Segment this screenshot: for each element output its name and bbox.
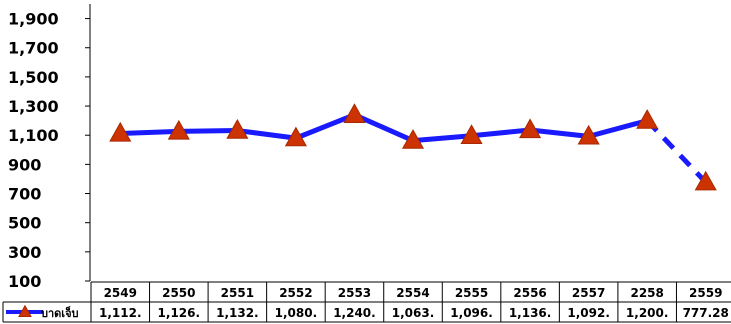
y-tick-label: 1,500: [8, 68, 59, 87]
y-tick-label: 1,100: [8, 126, 59, 145]
x-category-label: 2557: [572, 286, 605, 300]
x-category-label: 2258: [630, 286, 663, 300]
data-value-label: 777.28: [683, 306, 729, 320]
data-point-marker: [284, 126, 307, 147]
data-value-label: 1,132.: [216, 306, 259, 320]
y-tick-label: 1,900: [8, 10, 59, 29]
data-value-label: 1,063.: [392, 306, 435, 320]
data-point-marker: [460, 124, 483, 144]
data-value-label: 1,126.: [158, 306, 201, 320]
x-category-label: 2551: [221, 286, 254, 300]
data-table: 2549 2550 2551 2552 2553 2554 2555 2556 2557 2258…: [2, 281, 731, 323]
x-category-label: 2552: [279, 286, 312, 300]
data-value-label: 1,096.: [450, 306, 493, 320]
x-category-label: 2553: [338, 286, 371, 300]
data-value-label: 1,240.: [333, 306, 376, 320]
y-tick-label: 1,300: [8, 97, 59, 116]
series-line-dashed-segment: [645, 118, 708, 184]
y-tick-label: 100: [8, 272, 41, 291]
data-point-marker: [226, 118, 249, 139]
legend-series-name: บาดเจ็บ: [41, 306, 79, 320]
data-point-marker: [577, 124, 600, 145]
data-point-marker: [109, 121, 132, 142]
x-category-label: 2554: [396, 286, 429, 300]
x-category-label: 2556: [513, 286, 546, 300]
data-value-label: 1,092.: [567, 306, 610, 320]
x-category-label: 2549: [104, 286, 137, 300]
data-value-label: 1,136.: [509, 306, 552, 320]
plot-area: [109, 103, 717, 191]
data-point-marker: [343, 103, 366, 123]
y-tick-label: 500: [8, 214, 41, 233]
data-point-marker: [167, 119, 190, 140]
legend-marker-swatch: [18, 304, 32, 317]
y-tick-label: 700: [8, 185, 41, 204]
data-point-marker: [519, 118, 542, 139]
data-point-marker: [694, 170, 717, 191]
x-category-label: 2550: [162, 286, 195, 300]
x-category-label: 2555: [455, 286, 488, 300]
data-point-marker: [401, 129, 425, 149]
series-line: [117, 112, 650, 144]
y-tick-label: 300: [8, 243, 41, 262]
data-point-marker: [636, 109, 659, 129]
data-value-label: 1,200.: [626, 306, 669, 320]
data-value-label: 1,112.: [99, 306, 142, 320]
y-axis: 100 300 500 700 900 1,100 1,300 1,500 1,700 1,900: [8, 4, 91, 291]
y-tick-label: 1,700: [8, 39, 59, 58]
data-value-label: 1,080.: [275, 306, 318, 320]
y-tick-label: 900: [8, 155, 41, 174]
x-category-label: 2559: [689, 286, 722, 300]
